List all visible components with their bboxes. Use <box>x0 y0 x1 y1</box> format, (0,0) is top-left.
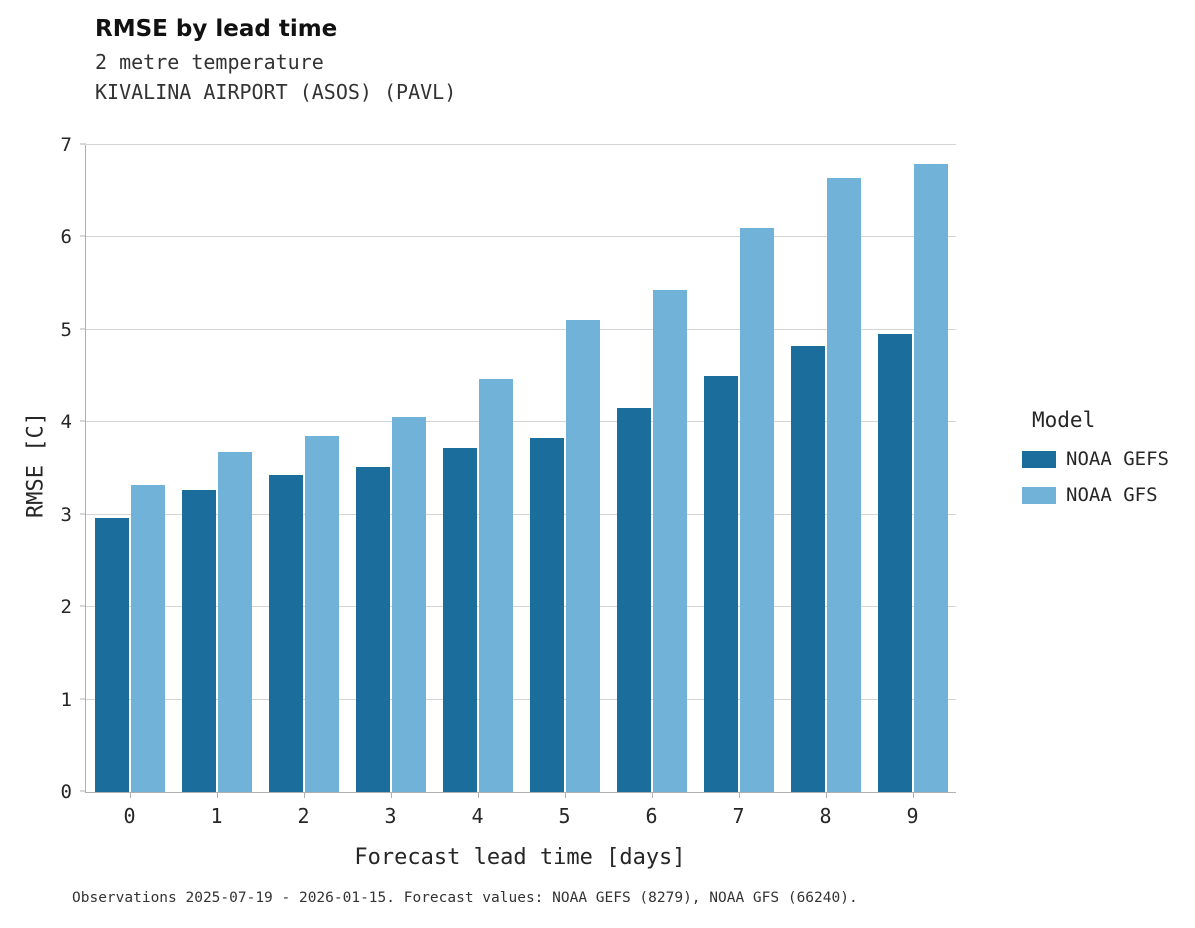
y-tick-mark-6 <box>80 235 86 237</box>
y-tick-mark-4 <box>80 420 86 422</box>
bar-group-lead-5 <box>521 319 608 792</box>
bar-noaa-gefs-lead-6 <box>616 408 651 792</box>
y-tick-mark-1 <box>80 698 86 700</box>
x-tick-label-5: 5 <box>558 804 571 828</box>
x-tick-label-7: 7 <box>732 804 745 828</box>
x-axis-title: Forecast lead time [days] <box>354 845 686 870</box>
y-tick-mark-2 <box>80 605 86 607</box>
y-tick-label-7: 7 <box>60 134 72 156</box>
gridline-y-7 <box>86 144 956 145</box>
gridline-y-2 <box>86 606 956 608</box>
x-tick-mark-6 <box>651 792 653 798</box>
x-tick-mark-4 <box>477 792 479 798</box>
legend-entry-noaa-gefs: NOAA GEFS <box>1022 448 1169 470</box>
bar-group-lead-4 <box>434 378 521 792</box>
bar-noaa-gefs-lead-7 <box>703 376 738 792</box>
plot-area: 0 1 2 3 4 5 6 7 0 1 2 3 4 5 6 7 8 9 <box>61 134 956 828</box>
legend-title: Model <box>1032 408 1096 432</box>
legend: Model NOAA GEFS NOAA GFS <box>1022 408 1169 520</box>
legend-label-noaa-gfs: NOAA GFS <box>1066 484 1158 506</box>
gridline-y-4 <box>86 421 956 423</box>
x-tick-mark-3 <box>390 792 392 798</box>
bar-noaa-gfs-lead-4 <box>478 378 513 792</box>
bar-noaa-gefs-lead-9 <box>877 333 912 792</box>
bar-group-lead-6 <box>608 290 695 792</box>
bar-group-lead-7 <box>695 228 782 792</box>
y-tick-mark-0 <box>80 790 86 792</box>
x-tick-label-8: 8 <box>819 804 832 828</box>
legend-label-noaa-gefs: NOAA GEFS <box>1066 448 1169 470</box>
x-tick-label-2: 2 <box>297 804 310 828</box>
chart-subtitle-station: KIVALINA AIRPORT (ASOS) (PAVL) <box>95 80 457 104</box>
bar-group-lead-2 <box>260 436 347 792</box>
y-axis-title: RMSE [C] <box>23 412 49 518</box>
gridline-y-1 <box>86 698 956 700</box>
caption-observations: Observations 2025-07-19 - 2026-01-15. Fo… <box>72 890 858 906</box>
title-block: RMSE by lead time 2 metre temperature KI… <box>95 16 456 110</box>
bar-noaa-gfs-lead-5 <box>565 319 600 792</box>
bar-group-lead-9 <box>869 163 956 792</box>
bar-group-lead-0 <box>86 485 173 792</box>
y-tick-label-1: 1 <box>60 688 72 711</box>
bar-noaa-gefs-lead-3 <box>355 466 390 792</box>
y-tick-mark-3 <box>80 513 86 515</box>
bar-noaa-gfs-lead-8 <box>826 178 861 792</box>
y-tick-label-4: 4 <box>60 411 72 434</box>
chart-subtitle-variable: 2 metre temperature <box>95 50 324 74</box>
x-tick-mark-5 <box>564 792 566 798</box>
gridline-y-5 <box>86 328 956 330</box>
bar-noaa-gefs-lead-1 <box>181 489 216 792</box>
y-tick-label-6: 6 <box>60 226 72 249</box>
y-tick-mark-7 <box>80 143 86 145</box>
bar-noaa-gfs-lead-1 <box>217 451 252 792</box>
x-tick-mark-0 <box>129 792 131 798</box>
y-tick-label-0: 0 <box>60 781 72 803</box>
y-tick-label-3: 3 <box>60 503 72 526</box>
x-tick-label-9: 9 <box>906 804 919 828</box>
chart-title: RMSE by lead time <box>95 16 338 42</box>
y-tick-mark-5 <box>80 328 86 330</box>
x-tick-mark-8 <box>825 792 827 798</box>
bar-noaa-gefs-lead-5 <box>529 438 564 792</box>
bar-noaa-gfs-lead-9 <box>913 163 948 792</box>
x-tick-mark-9 <box>912 792 914 798</box>
x-tick-label-1: 1 <box>210 804 223 828</box>
bar-group-lead-1 <box>173 451 260 792</box>
x-tick-mark-1 <box>216 792 218 798</box>
gridline-y-3 <box>86 513 956 515</box>
bar-group-lead-3 <box>347 416 434 792</box>
bar-noaa-gfs-lead-0 <box>130 485 165 792</box>
bar-noaa-gfs-lead-6 <box>652 290 687 792</box>
x-tick-label-3: 3 <box>384 804 397 828</box>
legend-entry-noaa-gfs: NOAA GFS <box>1022 484 1169 506</box>
bar-noaa-gefs-lead-8 <box>790 345 825 792</box>
bar-noaa-gefs-lead-4 <box>442 448 477 792</box>
legend-swatch-noaa-gfs <box>1022 486 1056 504</box>
y-tick-label-2: 2 <box>60 596 72 619</box>
x-tick-label-6: 6 <box>645 804 658 828</box>
bar-noaa-gefs-lead-2 <box>268 475 303 792</box>
legend-swatch-noaa-gefs <box>1022 450 1056 468</box>
y-tick-label-5: 5 <box>60 318 72 341</box>
x-tick-mark-2 <box>303 792 305 798</box>
bar-noaa-gfs-lead-2 <box>304 436 339 792</box>
x-tick-label-0: 0 <box>123 804 136 828</box>
bar-group-lead-8 <box>782 178 869 792</box>
bar-noaa-gfs-lead-3 <box>391 416 426 792</box>
x-tick-mark-7 <box>738 792 740 798</box>
x-tick-label-4: 4 <box>471 804 484 828</box>
bar-noaa-gfs-lead-7 <box>739 228 774 792</box>
bar-noaa-gefs-lead-0 <box>94 517 129 792</box>
gridline-y-6 <box>86 236 956 238</box>
